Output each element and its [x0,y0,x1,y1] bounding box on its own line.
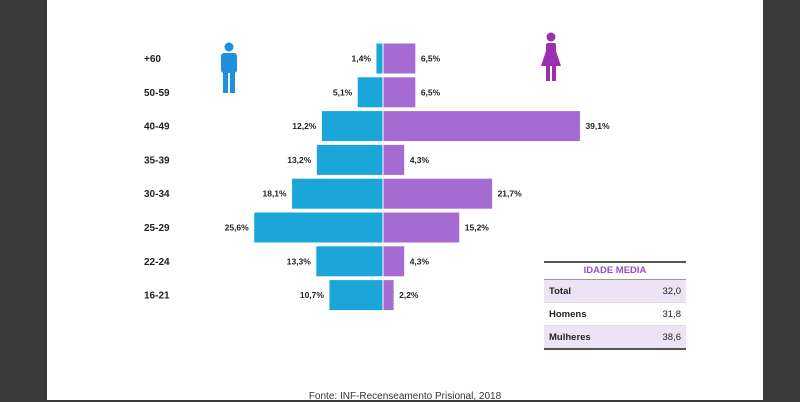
summary-row-women: Mulheres 38,6 [544,326,686,350]
female-value-label: 6,5% [421,87,441,97]
male-bar [320,110,384,143]
male-value-label: 10,7% [300,290,325,300]
female-bar [382,211,461,244]
age-category-label: 50-59 [144,88,170,99]
age-category-label: 35-39 [144,155,170,166]
summary-value: 32,0 [662,285,682,297]
age-pyramid-chart: +60 1,4% 6,5% 50-59 5,1% 6,5% 40-49 12,2% 39,1% 3… [144,42,610,312]
age-category-label: 30-34 [144,189,170,200]
female-bar [382,245,406,278]
female-bar [382,279,395,312]
chart-page: +60 1,4% 6,5% 50-59 5,1% 6,5% 40-49 12,2% 39,1% 3… [47,0,763,402]
female-value-label: 21,7% [498,189,523,199]
female-value-label: 15,2% [465,223,490,233]
female-bar [382,143,406,176]
male-value-label: 13,3% [287,256,312,266]
male-value-label: 25,6% [225,223,250,233]
female-icon [541,32,561,81]
male-bar [315,143,384,176]
age-category-label: 22-24 [144,257,170,268]
summary-label: Mulheres [549,331,591,343]
summary-value: 31,8 [662,308,682,320]
female-value-label: 39,1% [585,121,610,131]
male-bar [253,211,384,244]
summary-label: Total [549,285,571,297]
summary-row-men: Homens 31,8 [544,303,686,326]
age-category-label: 16-21 [144,291,170,302]
female-value-label: 2,2% [399,290,419,300]
average-age-title: IDADE MEDIA [544,261,686,280]
summary-label: Homens [549,308,587,320]
male-value-label: 18,1% [262,189,287,199]
male-bar [328,279,384,312]
male-bar [375,42,384,75]
female-value-label: 4,3% [410,155,430,165]
female-bar [382,110,581,143]
male-bar [291,177,384,210]
male-value-label: 5,1% [333,87,353,97]
average-age-table: IDADE MEDIA Total 32,0 Homens 31,8 Mulhe… [544,261,686,350]
male-value-label: 13,2% [287,155,312,165]
age-category-label: 40-49 [144,122,170,133]
male-bar [315,245,384,278]
female-bar [382,177,494,210]
female-value-label: 6,5% [421,54,441,64]
summary-row-total: Total 32,0 [544,280,686,303]
male-value-label: 12,2% [292,121,317,131]
male-icon [221,42,237,93]
male-value-label: 1,4% [352,54,372,64]
female-bar [382,42,417,75]
summary-value: 38,6 [662,331,682,343]
age-category-label: +60 [144,54,161,65]
female-value-label: 4,3% [410,256,430,266]
male-bar [356,76,384,109]
source-note: Fonte: INF-Recenseamento Prisional, 2018 [308,391,502,402]
female-bar [382,76,417,109]
age-category-label: 25-29 [144,223,170,234]
